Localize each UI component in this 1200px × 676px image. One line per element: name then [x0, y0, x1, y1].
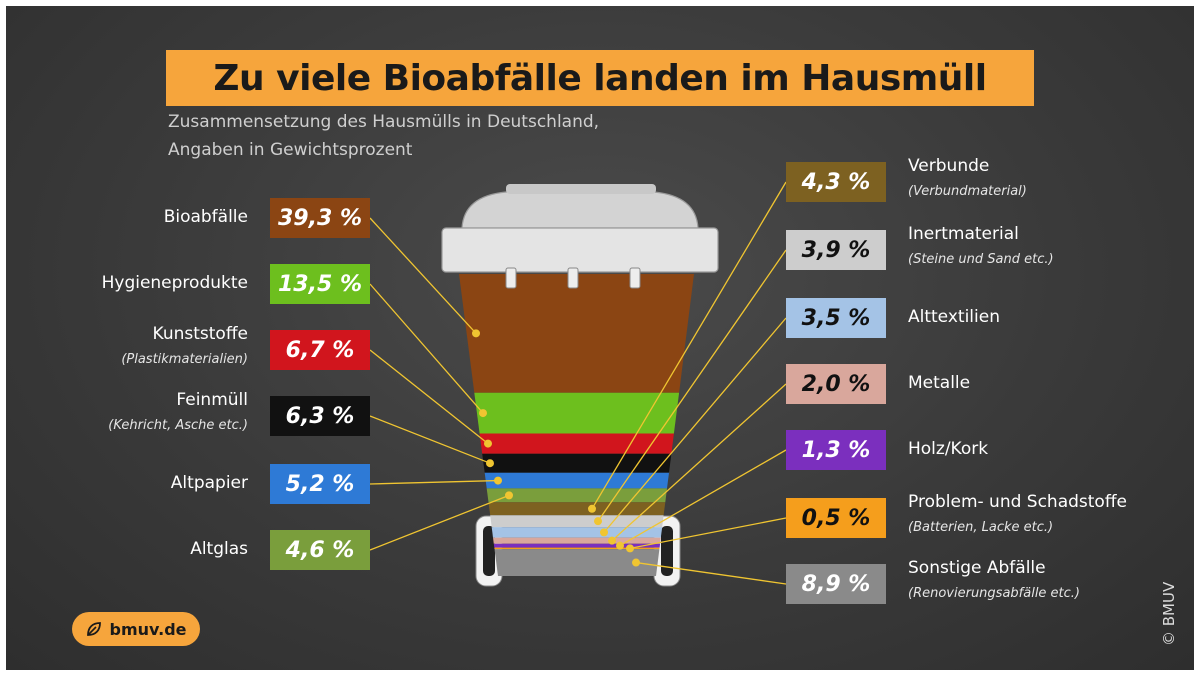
- lid-handle: [506, 184, 656, 194]
- layer-feinmüll: [482, 453, 672, 473]
- label-feinmüll: Feinmüll: [176, 390, 248, 410]
- layer-altpapier: [484, 472, 669, 489]
- leader-altglas: [369, 494, 510, 551]
- value-box-kunststoffe: 6,7 %: [270, 330, 370, 370]
- lid-hinge-1: [505, 267, 517, 289]
- label-alttextilien: Alttextilien: [908, 307, 1000, 327]
- value-box-metalle: 2,0 %: [786, 364, 886, 404]
- leaf-icon: [87, 622, 102, 636]
- copyright-notice: © BMUV: [1160, 581, 1178, 646]
- label-sonstige-abfälle: Sonstige Abfälle: [908, 558, 1046, 578]
- dot-metalle: [608, 536, 616, 545]
- dot-kunststoffe: [484, 439, 492, 448]
- chart-subtitle-line2: Angaben in Gewichtsprozent: [168, 140, 413, 160]
- value-box-holz-kork: 1,3 %: [786, 430, 886, 470]
- dot-altglas: [505, 491, 513, 500]
- label-kunststoffe: Kunststoffe: [152, 324, 248, 344]
- leader-inertmaterial: [597, 249, 787, 522]
- layer-verbunde: [488, 502, 666, 516]
- dot-inertmaterial: [594, 517, 602, 526]
- value-box-hygieneprodukte: 13,5 %: [270, 264, 370, 304]
- dot-holz-kork: [616, 541, 624, 550]
- leader-problem-und-schadstoffe: [629, 517, 787, 550]
- bin-lid: [441, 184, 719, 289]
- note-sonstige-abfälle: (Renovierungsabfälle etc.): [908, 586, 1081, 601]
- layer-alttextilien: [491, 527, 663, 538]
- value-box-problem-und-schadstoffe: 0,5 %: [786, 498, 886, 538]
- lid-rim: [441, 227, 719, 273]
- layer-bioabfälle: [459, 274, 694, 393]
- label-problem-und-schadstoffe: Problem- und Schadstoffe: [908, 492, 1127, 512]
- layer-metalle: [493, 537, 661, 544]
- value-box-feinmüll: 6,3 %: [270, 396, 370, 436]
- leader-sonstige-abfälle: [635, 561, 787, 585]
- layer-sonstige-abfälle: [494, 549, 660, 576]
- dot-hygieneprodukte: [479, 409, 487, 418]
- note-verbunde: (Verbundmaterial): [908, 184, 1027, 199]
- chart-subtitle-line1: Zusammensetzung des Hausmülls in Deutsch…: [168, 112, 600, 132]
- infographic-board: Zu viele Bioabfälle landen im Hausmüll Z…: [6, 6, 1194, 670]
- layer-hygieneprodukte: [474, 392, 680, 434]
- lid-hinge-3: [629, 267, 641, 289]
- label-altpapier: Altpapier: [170, 473, 248, 493]
- dot-problem-und-schadstoffe: [626, 544, 634, 553]
- right-wheel-hub: [661, 526, 673, 576]
- label-inertmaterial: Inertmaterial: [908, 224, 1019, 244]
- label-metalle: Metalle: [908, 373, 971, 393]
- note-feinmüll: (Kehricht, Asche etc.): [108, 418, 248, 433]
- leader-holz-kork: [619, 449, 787, 547]
- label-hygieneprodukte: Hygieneprodukte: [101, 273, 248, 293]
- note-problem-und-schadstoffe: (Batterien, Lacke etc.): [908, 520, 1054, 535]
- lid-top: [461, 191, 699, 229]
- value-box-alttextilien: 3,5 %: [786, 298, 886, 338]
- label-altglas: Altglas: [190, 539, 248, 559]
- dot-sonstige-abfälle: [632, 558, 640, 567]
- label-verbunde: Verbunde: [908, 156, 990, 176]
- value-box-verbunde: 4,3 %: [786, 162, 886, 202]
- label-bioabfälle: Bioabfälle: [163, 207, 248, 227]
- note-kunststoffe: (Plastikmaterialien): [121, 352, 248, 367]
- note-inertmaterial: (Steine und Sand etc.): [908, 252, 1054, 267]
- dot-alttextilien: [600, 528, 608, 537]
- value-box-sonstige-abfälle: 8,9 %: [786, 564, 886, 604]
- value-box-altpapier: 5,2 %: [270, 464, 370, 504]
- dot-altpapier: [494, 476, 502, 485]
- value-box-altglas: 4,6 %: [270, 530, 370, 570]
- leader-verbunde: [591, 181, 787, 510]
- value-box-inertmaterial: 3,9 %: [786, 230, 886, 270]
- layer-altglas: [486, 488, 667, 503]
- leader-hygieneprodukte: [369, 283, 484, 414]
- chart-title: Zu viele Bioabfälle landen im Hausmüll: [213, 57, 987, 99]
- leader-altpapier: [369, 479, 499, 485]
- bin-illustration: [369, 181, 787, 587]
- label-holz-kork: Holz/Kork: [908, 439, 989, 459]
- leader-bioabfälle: [369, 217, 477, 334]
- leader-alttextilien: [603, 317, 787, 533]
- layer-inertmaterial: [490, 515, 664, 528]
- layer-kunststoffe: [479, 433, 674, 454]
- leader-metalle: [611, 383, 787, 542]
- bin-body: [459, 274, 694, 587]
- dot-bioabfälle: [472, 329, 480, 338]
- lid-hinge-2: [567, 267, 579, 289]
- bmuv-link[interactable]: bmuv.de: [72, 612, 200, 646]
- value-box-bioabfälle: 39,3 %: [270, 198, 370, 238]
- title-banner: Zu viele Bioabfälle landen im Hausmüll: [166, 50, 1034, 106]
- logo-label: bmuv.de: [109, 619, 187, 639]
- dot-verbunde: [588, 504, 596, 513]
- dot-feinmüll: [486, 459, 494, 468]
- left-wheel-hub: [483, 526, 495, 576]
- leader-lines: [369, 181, 787, 585]
- leader-kunststoffe: [369, 349, 489, 445]
- leader-feinmüll: [369, 415, 491, 464]
